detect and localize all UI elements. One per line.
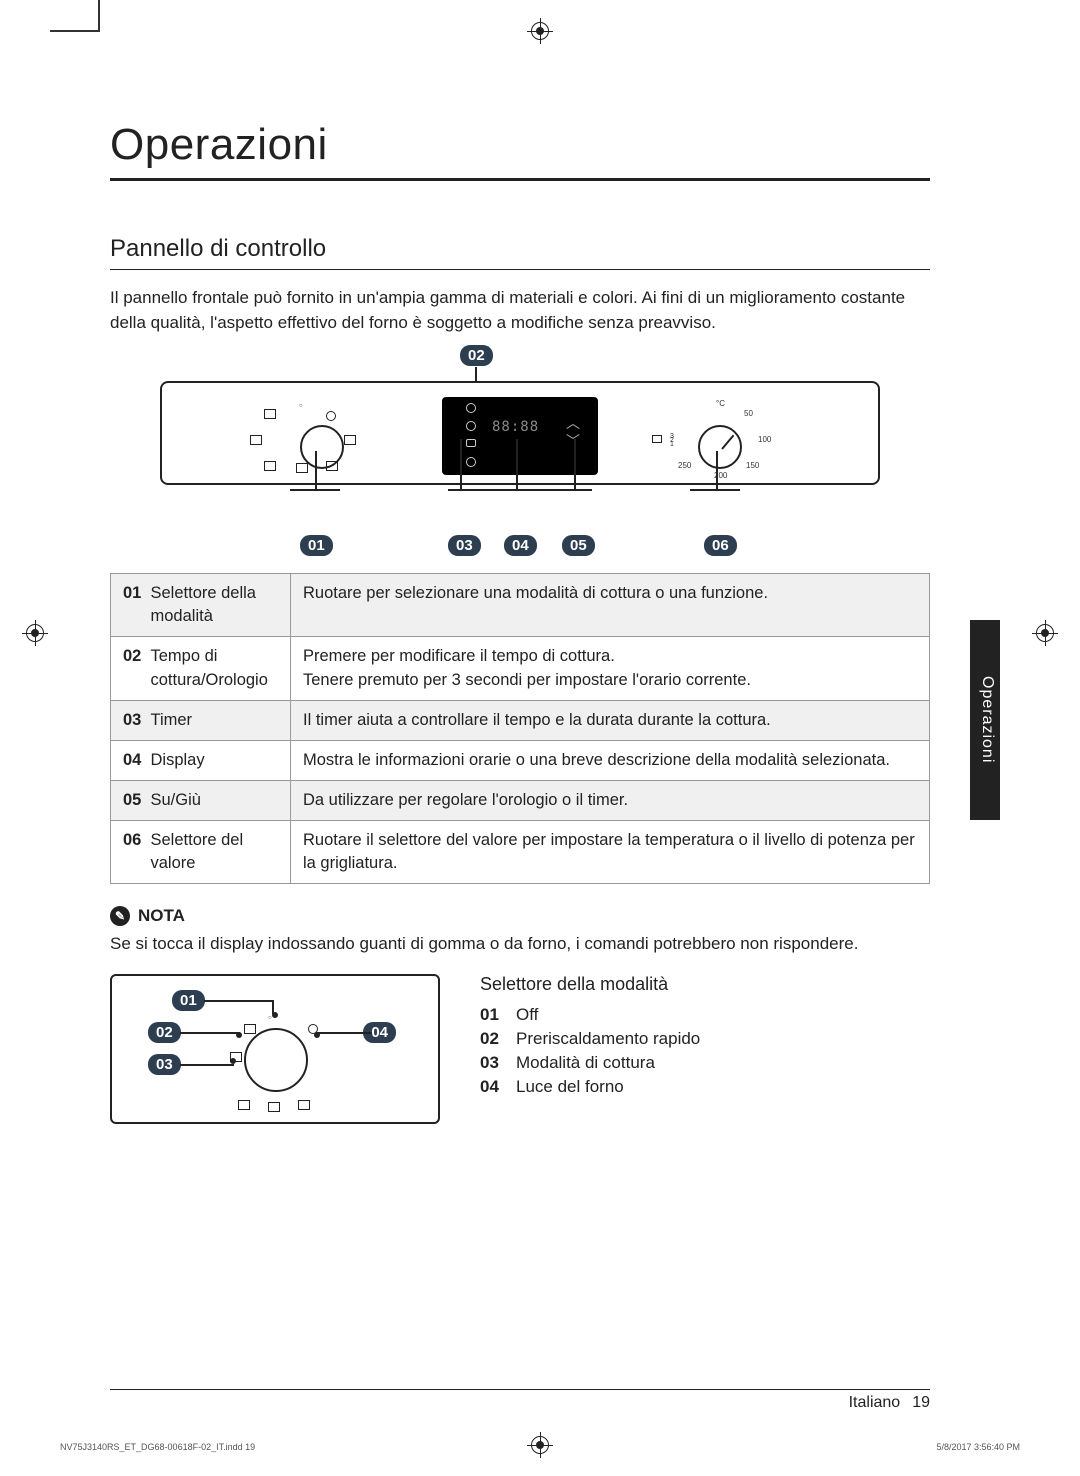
- note-icon: ✎: [110, 906, 130, 926]
- row-number: 01: [111, 574, 145, 637]
- mode-selector-list: Selettore della modalità 01 Off 02 Prerisca…: [480, 974, 700, 1101]
- page-content: Operazioni Pannello di controllo Il pann…: [110, 120, 930, 1124]
- note-label: NOTA: [138, 906, 185, 926]
- display-time: 88:88: [492, 419, 539, 435]
- mode-icon: [238, 1100, 250, 1110]
- section-heading: Pannello di controllo: [110, 235, 930, 270]
- row-number: 05: [111, 780, 145, 820]
- table-row: 04DisplayMostra le informazioni orarie o…: [111, 740, 930, 780]
- mode-icon: [298, 1100, 310, 1110]
- list-item-number: 03: [480, 1053, 506, 1073]
- note-heading: ✎ NOTA: [110, 906, 930, 926]
- print-footer: NV75J3140RS_ET_DG68-00618F-02_IT.indd 19…: [60, 1442, 1020, 1452]
- list-item: 02 Preriscaldamento rapido: [480, 1029, 700, 1049]
- footer-language: Italiano: [849, 1394, 901, 1412]
- timer-icon: [466, 439, 476, 447]
- table-row: 03TimerIl timer aiuta a controllare il t…: [111, 700, 930, 740]
- print-file: NV75J3140RS_ET_DG68-00618F-02_IT.indd 19: [60, 1442, 255, 1452]
- callout-04: 04: [504, 535, 537, 556]
- table-row: 06Selettore del valoreRuotare il seletto…: [111, 820, 930, 883]
- power-icon: [466, 403, 476, 413]
- mode-callout-02: 02: [148, 1022, 181, 1043]
- row-description: Mostra le informazioni orarie o una brev…: [291, 740, 930, 780]
- mode-selector-diagram: 01 02 03 04: [110, 974, 440, 1124]
- row-number: 03: [111, 700, 145, 740]
- registration-mark-icon: [531, 22, 549, 40]
- callout-03: 03: [448, 535, 481, 556]
- print-timestamp: 5/8/2017 3:56:40 PM: [936, 1442, 1020, 1452]
- cook-mode-icon: [230, 1052, 242, 1062]
- list-item-text: Off: [516, 1005, 538, 1025]
- intro-paragraph: Il pannello frontale può fornito in un'a…: [110, 286, 930, 335]
- list-item-text: Luce del forno: [516, 1077, 624, 1097]
- row-description: Ruotare per selezionare una modalità di …: [291, 574, 930, 637]
- description-table: 01Selettore della modalitàRuotare per se…: [110, 573, 930, 884]
- list-item-number: 01: [480, 1005, 506, 1025]
- callout-05: 05: [562, 535, 595, 556]
- row-label: Tempo di cottura/Orologio: [145, 637, 291, 700]
- value-dial-icon: °C 50 100 150 200 250 321: [668, 395, 788, 477]
- chevron-down-icon: ﹀: [566, 431, 580, 451]
- section-tab: Operazioni: [970, 620, 1000, 820]
- list-item: 03 Modalità di cottura: [480, 1053, 700, 1073]
- list-item-text: Preriscaldamento rapido: [516, 1029, 700, 1049]
- row-number: 02: [111, 637, 145, 700]
- light-icon: [308, 1024, 318, 1034]
- list-item-number: 04: [480, 1077, 506, 1097]
- control-panel-diagram: 02 88:88 ︿ ﹀: [160, 345, 880, 525]
- row-number: 04: [111, 740, 145, 780]
- page-title: Operazioni: [110, 120, 930, 181]
- footer-page-number: 19: [912, 1394, 930, 1412]
- row-label: Timer: [145, 700, 291, 740]
- table-row: 05Su/GiùDa utilizzare per regolare l'oro…: [111, 780, 930, 820]
- list-item: 04 Luce del forno: [480, 1077, 700, 1097]
- note-body: Se si tocca il display indossando guanti…: [110, 932, 930, 956]
- callout-06: 06: [704, 535, 737, 556]
- clock-icon: [466, 421, 476, 431]
- row-label: Su/Giù: [145, 780, 291, 820]
- mode-list-title: Selettore della modalità: [480, 974, 700, 995]
- callout-02: 02: [460, 345, 493, 366]
- mode-icon: [268, 1102, 280, 1112]
- list-item-text: Modalità di cottura: [516, 1053, 655, 1073]
- mode-selector-section: 01 02 03 04 Selettore della modalità 01 O…: [110, 974, 930, 1124]
- registration-mark-icon: [1036, 624, 1054, 642]
- row-description: Il timer aiuta a controllare il tempo e …: [291, 700, 930, 740]
- callout-01: 01: [300, 535, 333, 556]
- row-label: Selettore del valore: [145, 820, 291, 883]
- temp-icon: [466, 457, 476, 467]
- crop-mark: [50, 30, 100, 32]
- table-row: 02Tempo di cottura/OrologioPremere per m…: [111, 637, 930, 700]
- row-description: Ruotare il selettore del valore per impo…: [291, 820, 930, 883]
- mode-callout-03: 03: [148, 1054, 181, 1075]
- list-item: 01 Off: [480, 1005, 700, 1025]
- callout-row: 01 03 04 05 06: [160, 535, 880, 561]
- row-label: Selettore della modalità: [145, 574, 291, 637]
- panel-outline: 88:88 ︿ ﹀ °C 50 100 150 200 250 321: [160, 381, 880, 485]
- registration-mark-icon: [26, 624, 44, 642]
- row-description: Da utilizzare per regolare l'orologio o …: [291, 780, 930, 820]
- off-icon: [268, 1006, 278, 1016]
- list-item-number: 02: [480, 1029, 506, 1049]
- mode-dial-icon: [272, 395, 372, 477]
- preheat-icon: [244, 1024, 256, 1034]
- row-description: Premere per modificare il tempo di cottu…: [291, 637, 930, 700]
- mode-callout-01: 01: [172, 990, 205, 1011]
- row-number: 06: [111, 820, 145, 883]
- row-label: Display: [145, 740, 291, 780]
- table-row: 01Selettore della modalitàRuotare per se…: [111, 574, 930, 637]
- page-footer: Italiano 19: [110, 1389, 930, 1412]
- chevron-up-icon: ︿: [566, 413, 580, 433]
